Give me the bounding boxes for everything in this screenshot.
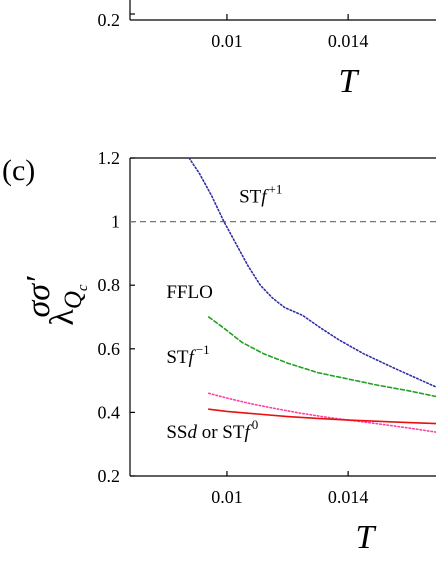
panel-c-x-ticks: 0.010.0140.01 (211, 471, 369, 507)
y-tick-label-2: 0.6 (98, 339, 121, 359)
series-line-0 (188, 157, 436, 388)
annotation-fflo: FFLO (166, 282, 212, 303)
panel-c-y-axis-label: λQc σσ′ (20, 276, 91, 326)
y-label-lambda: λQc (44, 284, 91, 326)
top-panel-x-tick-label-1: 0.014 (328, 31, 369, 51)
top-panel-y-tick-label: 0.2 (98, 10, 121, 30)
y-label-sub: Q (60, 291, 87, 309)
top-panel-x-tick-label-0: 0.01 (211, 31, 243, 51)
y-tick-label-5: 1.2 (98, 148, 121, 168)
x-tick-label-1: 0.014 (328, 487, 369, 507)
y-tick-label-1: 0.4 (98, 402, 121, 422)
y-tick-label-4: 1 (111, 212, 120, 232)
top-panel: 0.2 0.010.0140.01 T (98, 0, 436, 100)
top-panel-x-ticks: 0.010.0140.01 (211, 14, 369, 51)
panel-c: (c) λQc σσ′ 0.2 0.4 0.6 0.8 1 1.2 0.01 0.014 0.… (2, 148, 436, 556)
y-label-sup: σσ′ (20, 276, 57, 318)
x-tick-label-0: 0.01 (211, 487, 243, 507)
panel-c-y-ticks: 0.2 0.4 0.6 0.8 1 1.2 (98, 148, 135, 486)
annotation-ssd: SSd or STf 0 (166, 417, 258, 443)
y-label-subsub: c (75, 284, 91, 291)
panel-c-annotations: STf +1 FFLO STf −1 SSd or STf 0 (166, 182, 282, 443)
series-line-2 (207, 392, 436, 433)
annotation-stfm1: STf −1 (166, 342, 209, 368)
series-line-1 (207, 316, 436, 398)
y-tick-label-0: 0.2 (98, 466, 121, 486)
y-tick-label-3: 0.8 (98, 275, 121, 295)
panel-c-series (188, 157, 436, 433)
annotation-stf1: STf +1 (239, 182, 282, 208)
series-line-3 (207, 408, 436, 425)
panel-c-x-axis-label: T (356, 519, 377, 556)
panel-c-label: (c) (2, 154, 35, 187)
y-label-main: λ (44, 309, 81, 326)
top-panel-x-axis-label: T (339, 63, 360, 100)
